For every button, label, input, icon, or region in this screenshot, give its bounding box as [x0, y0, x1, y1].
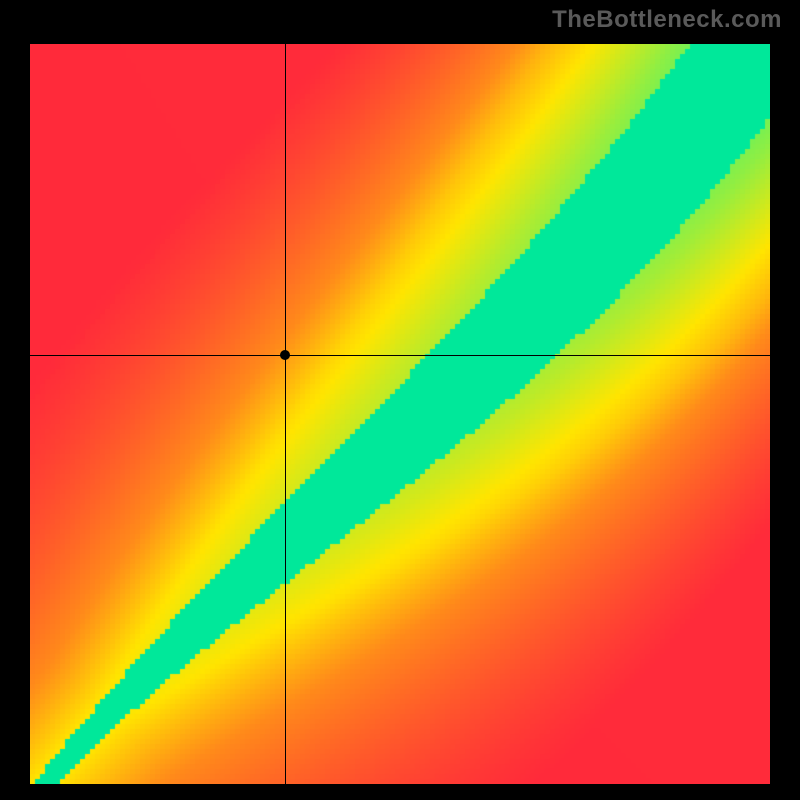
- bottleneck-heatmap-frame: [30, 44, 770, 784]
- page-root: TheBottleneck.com: [0, 0, 800, 800]
- watermark-text: TheBottleneck.com: [552, 6, 782, 34]
- bottleneck-heatmap-canvas: [30, 44, 770, 784]
- crosshair-horizontal: [30, 355, 770, 356]
- crosshair-vertical: [285, 44, 286, 784]
- selection-marker-dot: [280, 350, 290, 360]
